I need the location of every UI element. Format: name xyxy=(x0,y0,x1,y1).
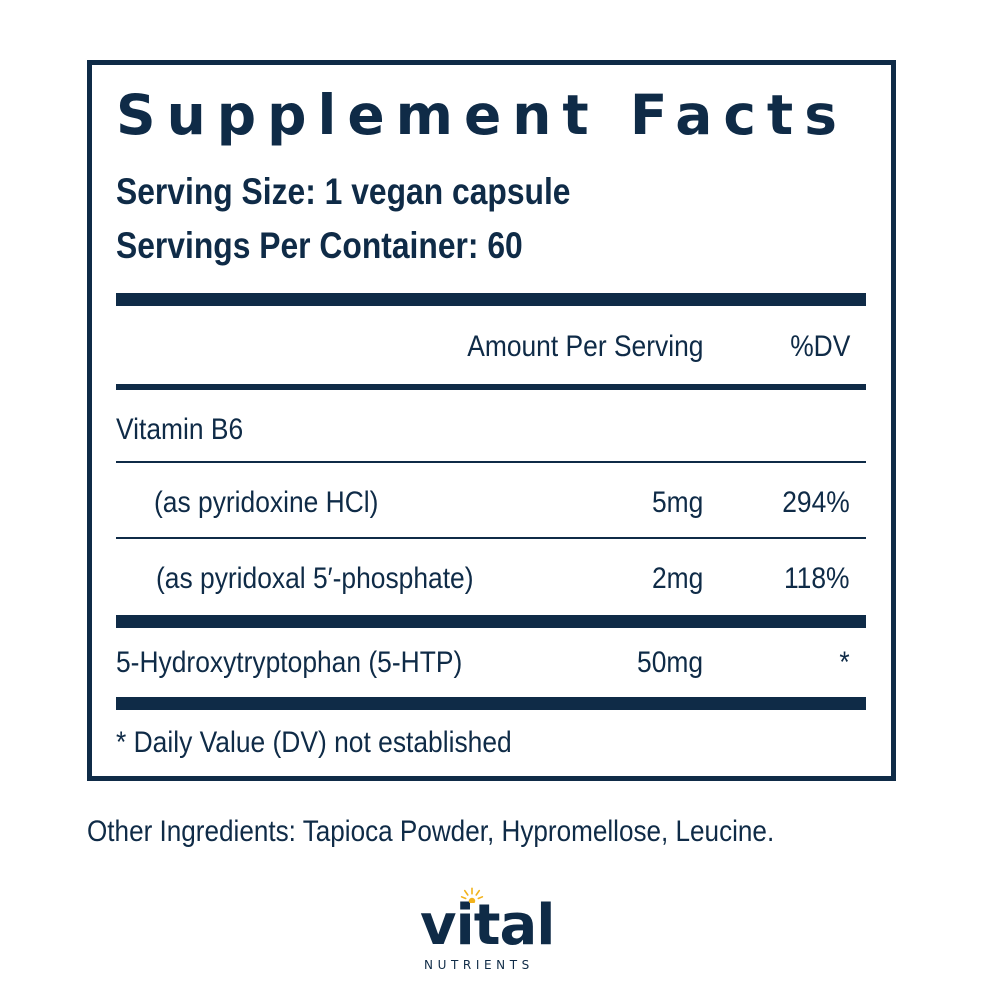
supplement-facts-panel xyxy=(87,60,896,781)
divider-thin xyxy=(116,537,866,539)
row-5-htp-amount: 50mg xyxy=(636,646,703,679)
divider-thick xyxy=(116,293,866,306)
divider-medium xyxy=(116,384,866,390)
header-amount-per-serving: Amount Per Serving xyxy=(466,330,703,363)
row-pyridoxal-dv: 118% xyxy=(784,562,850,595)
brand-name: vital xyxy=(420,893,555,958)
other-ingredients: Other Ingredients: Tapioca Powder, Hypro… xyxy=(87,815,775,848)
header-dv: %DV xyxy=(789,330,850,363)
row-pyridoxine-amount: 5mg xyxy=(651,486,703,519)
row-pyridoxine-dv: 294% xyxy=(782,486,850,519)
row-5-htp-name: 5-Hydroxytryptophan (5-HTP) xyxy=(116,646,463,679)
row-pyridoxine-name: (as pyridoxine HCl) xyxy=(154,486,379,519)
row-5-htp-dv: * xyxy=(839,646,850,679)
divider-thin xyxy=(116,461,866,463)
panel-title: Supplement Facts xyxy=(116,83,848,147)
brand-subtitle: NUTRIENTS xyxy=(424,958,534,972)
brand-logo: vital NUTRIENTS xyxy=(420,887,580,983)
row-pyridoxal-name: (as pyridoxal 5′-phosphate) xyxy=(156,562,474,595)
sun-icon xyxy=(460,887,484,903)
row-vitamin-b6-name: Vitamin B6 xyxy=(116,413,244,446)
divider-thick xyxy=(116,615,866,628)
servings-per-container: Servings Per Container: 60 xyxy=(116,225,523,266)
row-pyridoxal-amount: 2mg xyxy=(651,562,703,595)
footnote: * Daily Value (DV) not established xyxy=(116,726,512,759)
divider-thick xyxy=(116,697,866,710)
serving-size: Serving Size: 1 vegan capsule xyxy=(116,171,571,212)
